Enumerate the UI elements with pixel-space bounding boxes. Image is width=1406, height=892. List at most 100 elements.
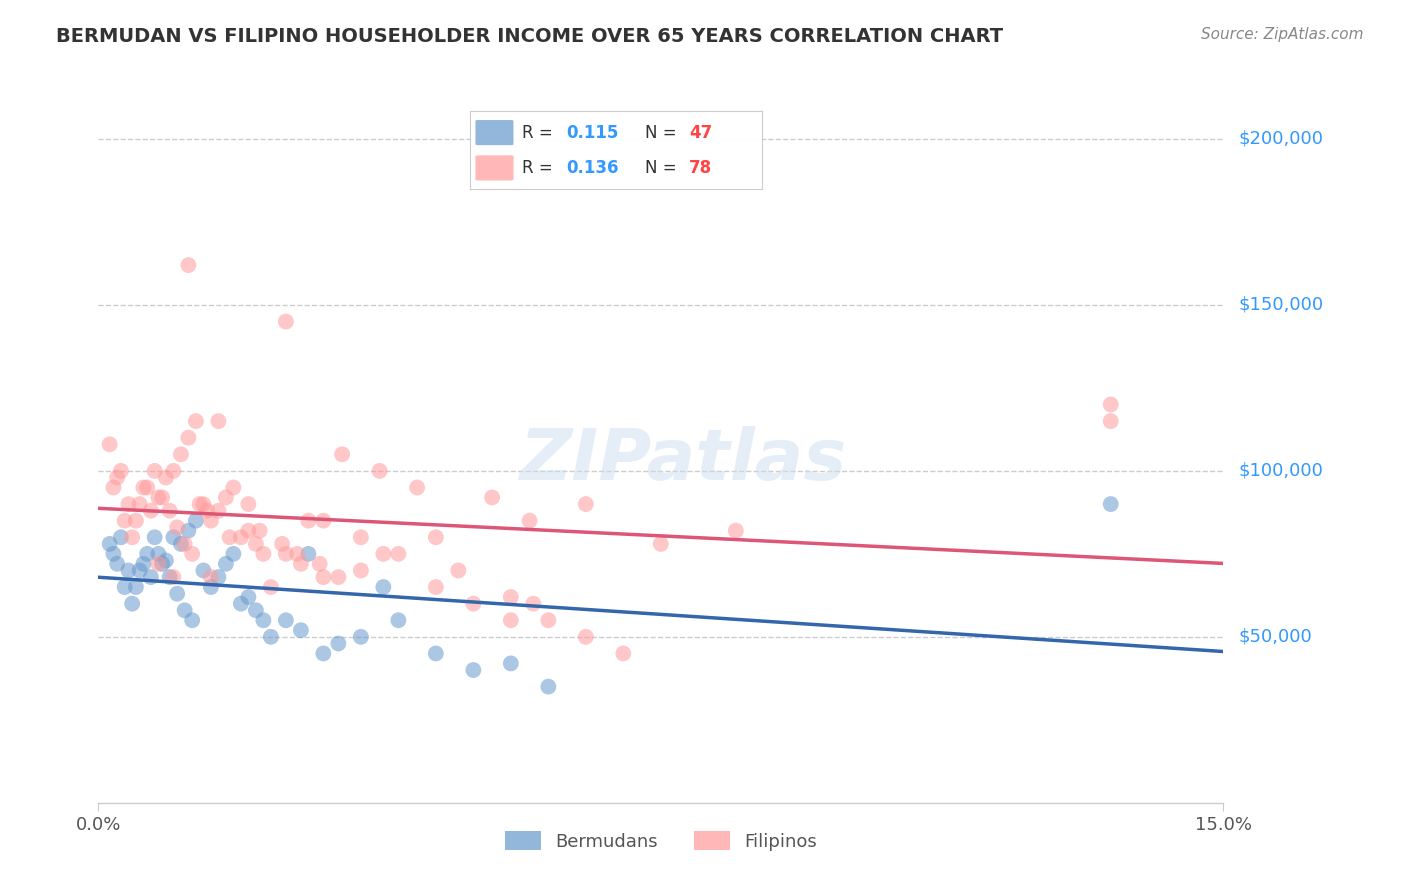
- Point: [312, 647, 335, 661]
- Point: [245, 603, 267, 617]
- Point: [425, 580, 447, 594]
- Point: [290, 624, 312, 638]
- Point: [499, 590, 522, 604]
- Point: [425, 647, 447, 661]
- Text: BERMUDAN VS FILIPINO HOUSEHOLDER INCOME OVER 65 YEARS CORRELATION CHART: BERMUDAN VS FILIPINO HOUSEHOLDER INCOME …: [56, 27, 1004, 45]
- Point: [229, 530, 252, 544]
- Point: [519, 514, 541, 528]
- Point: [312, 514, 335, 528]
- Point: [522, 597, 544, 611]
- Point: [260, 630, 283, 644]
- Point: [103, 547, 125, 561]
- Point: [1099, 414, 1122, 428]
- Point: [162, 464, 184, 478]
- Text: ZIPatlas: ZIPatlas: [520, 425, 846, 495]
- Point: [350, 564, 373, 578]
- Point: [373, 547, 395, 561]
- Point: [117, 564, 139, 578]
- Point: [136, 547, 159, 561]
- Point: [132, 481, 155, 495]
- Point: [150, 491, 173, 505]
- Point: [148, 491, 170, 505]
- Point: [238, 524, 260, 538]
- Point: [181, 613, 204, 627]
- Point: [463, 663, 485, 677]
- Point: [290, 557, 312, 571]
- Point: [425, 530, 447, 544]
- Point: [155, 470, 177, 484]
- Point: [181, 547, 204, 561]
- Point: [136, 481, 159, 495]
- Point: [200, 570, 222, 584]
- Point: [499, 657, 522, 671]
- Point: [222, 547, 245, 561]
- Point: [274, 314, 297, 328]
- Point: [207, 570, 229, 584]
- Point: [177, 258, 200, 272]
- Point: [463, 597, 485, 611]
- Point: [1099, 397, 1122, 411]
- Point: [229, 597, 252, 611]
- Point: [406, 481, 429, 495]
- Point: [387, 547, 409, 561]
- Point: [170, 537, 193, 551]
- Point: [110, 530, 132, 544]
- Point: [499, 613, 522, 627]
- Point: [252, 613, 274, 627]
- Point: [125, 580, 148, 594]
- Point: [207, 414, 229, 428]
- Point: [215, 557, 238, 571]
- Point: [98, 437, 121, 451]
- Point: [222, 481, 245, 495]
- Point: [274, 613, 297, 627]
- Point: [252, 547, 274, 561]
- Point: [650, 537, 672, 551]
- Point: [285, 547, 308, 561]
- Point: [245, 537, 267, 551]
- Point: [148, 547, 170, 561]
- Point: [105, 470, 128, 484]
- Point: [184, 414, 207, 428]
- Point: [238, 590, 260, 604]
- Point: [150, 557, 173, 571]
- Point: [166, 587, 188, 601]
- Point: [312, 570, 335, 584]
- Point: [184, 514, 207, 528]
- Point: [162, 530, 184, 544]
- Text: $100,000: $100,000: [1239, 462, 1323, 480]
- Point: [308, 557, 330, 571]
- Point: [117, 497, 139, 511]
- Point: [274, 547, 297, 561]
- Point: [105, 557, 128, 571]
- Point: [148, 557, 170, 571]
- Point: [143, 464, 166, 478]
- Point: [238, 497, 260, 511]
- Text: $50,000: $50,000: [1239, 628, 1312, 646]
- Point: [159, 504, 181, 518]
- Point: [200, 514, 222, 528]
- Point: [132, 557, 155, 571]
- Point: [139, 504, 162, 518]
- Point: [110, 464, 132, 478]
- Point: [166, 520, 188, 534]
- Point: [1099, 497, 1122, 511]
- Point: [155, 553, 177, 567]
- Point: [387, 613, 409, 627]
- Point: [173, 537, 195, 551]
- Legend: Bermudans, Filipinos: Bermudans, Filipinos: [498, 824, 824, 858]
- Point: [447, 564, 470, 578]
- Point: [215, 491, 238, 505]
- Point: [103, 481, 125, 495]
- Text: $150,000: $150,000: [1239, 296, 1323, 314]
- Point: [575, 497, 598, 511]
- Point: [121, 530, 143, 544]
- Point: [350, 630, 373, 644]
- Point: [350, 530, 373, 544]
- Point: [121, 597, 143, 611]
- Point: [188, 497, 211, 511]
- Point: [162, 570, 184, 584]
- Point: [139, 570, 162, 584]
- Point: [271, 537, 294, 551]
- Point: [207, 504, 229, 518]
- Point: [328, 636, 350, 650]
